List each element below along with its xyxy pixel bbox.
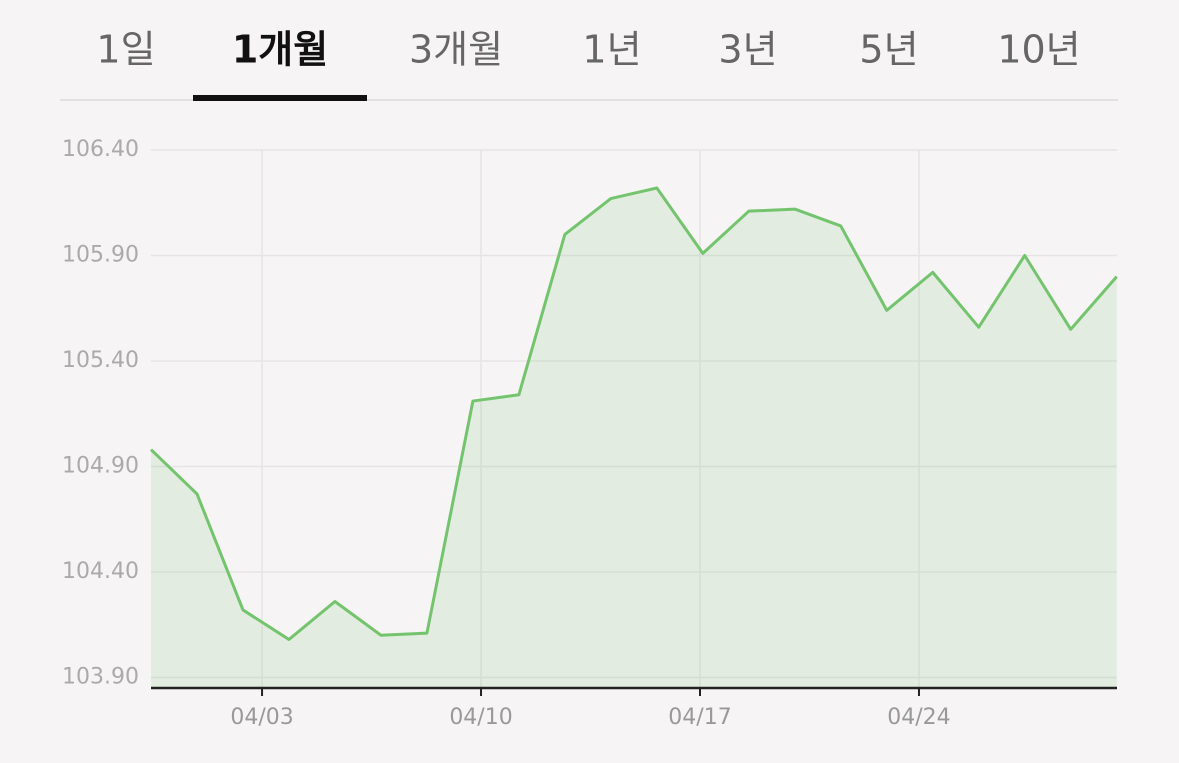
y-tick-label: 103.90 — [62, 664, 139, 689]
period-tab[interactable]: 1개월 — [232, 28, 328, 72]
period-tab[interactable]: 1일 — [96, 28, 155, 72]
x-tick-label: 04/03 — [230, 705, 293, 730]
price-line — [149, 186, 1118, 641]
y-tick-label: 104.40 — [62, 559, 139, 584]
period-tab[interactable]: 1년 — [582, 28, 641, 72]
period-tab[interactable]: 5년 — [859, 28, 918, 72]
y-tick-label: 105.90 — [62, 242, 139, 267]
period-tab[interactable]: 3년 — [718, 28, 777, 72]
y-tick-label: 104.90 — [62, 453, 139, 478]
y-tick-label: 106.40 — [62, 137, 139, 162]
x-tick-label: 04/24 — [887, 705, 950, 730]
period-tab[interactable]: 3개월 — [409, 28, 503, 72]
period-tab[interactable]: 10년 — [997, 28, 1080, 72]
y-tick-label: 105.40 — [62, 348, 139, 373]
selected-tab-underline — [193, 95, 367, 101]
area-fill — [151, 187, 1117, 688]
x-tick-label: 04/17 — [668, 705, 731, 730]
x-tick-label: 04/10 — [449, 705, 512, 730]
